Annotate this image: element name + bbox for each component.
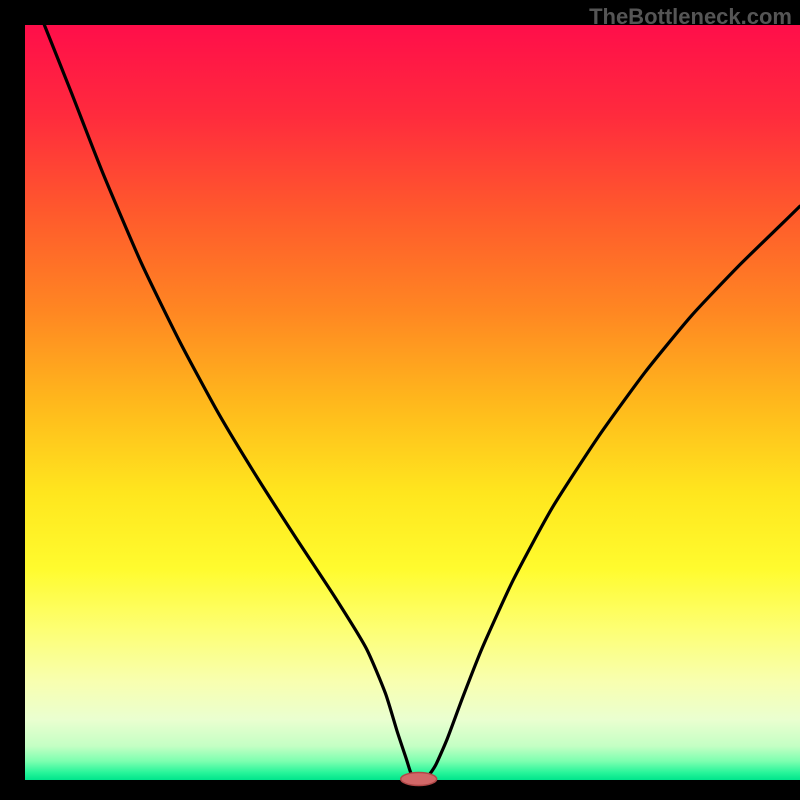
- chart-svg: [0, 0, 800, 800]
- bottleneck-chart: TheBottleneck.com: [0, 0, 800, 800]
- optimal-point-marker: [401, 773, 437, 786]
- chart-plot-area: [25, 25, 800, 780]
- watermark-text: TheBottleneck.com: [589, 4, 792, 30]
